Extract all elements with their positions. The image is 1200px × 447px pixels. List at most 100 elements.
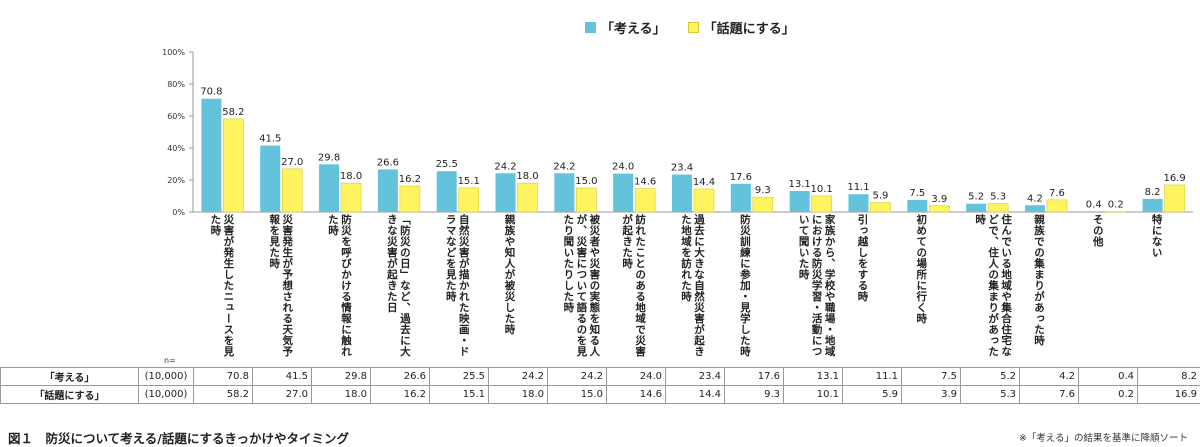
data-label-wadai: 15.0 — [575, 176, 597, 187]
data-label-wadai: 14.6 — [634, 177, 656, 188]
category-label: 親族や知人が被災した時 — [503, 214, 516, 364]
category-label: 被災者や災害の実態を知る人が、災害について語るのを見たり聞いたりした時 — [561, 214, 600, 364]
category-label: 自然災害が描かれた映画・ドラマなどを見た時 — [444, 214, 470, 364]
bar-kangaeru — [672, 175, 692, 212]
bar-wadai — [400, 186, 420, 212]
category-label: 住んでいる地域や集合住宅などで、住人の集まりがあった時 — [973, 214, 1012, 364]
bar-wadai — [1047, 200, 1067, 212]
legend-item-wadai: 「話題にする」 — [688, 18, 795, 37]
category-label: 防災を呼びかける情報に触れた時 — [326, 214, 352, 364]
data-label-wadai: 18.0 — [516, 171, 538, 182]
bar-kangaeru — [790, 191, 810, 212]
bar-kangaeru — [1025, 205, 1045, 212]
data-label-kangaeru: 5.2 — [968, 192, 984, 203]
bar-kangaeru — [260, 146, 280, 212]
bar-kangaeru — [1084, 211, 1104, 212]
bar-wadai — [870, 203, 890, 212]
bar-wadai — [988, 204, 1008, 212]
table-cell: 10.1 — [784, 386, 843, 404]
table-row-name: 「考える」 — [1, 368, 139, 386]
n-label: n= — [164, 356, 176, 365]
table-cell: 41.5 — [253, 368, 312, 386]
bar-kangaeru — [437, 171, 457, 212]
bar-kangaeru — [613, 174, 633, 212]
bar-kangaeru — [319, 164, 339, 212]
table-cell: 24.2 — [548, 368, 607, 386]
table-row-name: 「話題にする」 — [1, 386, 139, 404]
data-label-wadai: 14.4 — [693, 177, 715, 188]
figure-caption: 図１ 防災について考える/話題にするきっかけやタイミング — [8, 428, 349, 447]
category-label: 防災訓練に参加・見学した時 — [738, 214, 751, 364]
category-label: 訪れたことのある地域で災害が起きた時 — [620, 214, 646, 364]
data-label-kangaeru: 11.1 — [847, 182, 869, 193]
data-label-wadai: 18.0 — [340, 171, 362, 182]
table-cell: 26.6 — [371, 368, 430, 386]
data-label-wadai: 16.2 — [399, 174, 421, 185]
bar-kangaeru — [848, 194, 868, 212]
table-cell: 7.5 — [902, 368, 961, 386]
bar-wadai — [753, 197, 773, 212]
bar-kangaeru — [378, 169, 398, 212]
data-label-wadai: 5.9 — [873, 191, 889, 202]
table-cell: 17.6 — [725, 368, 784, 386]
data-label-wadai: 9.3 — [755, 185, 771, 196]
bar-wadai — [929, 206, 949, 212]
table-cell: 29.8 — [312, 368, 371, 386]
table-cell: 15.0 — [548, 386, 607, 404]
table-cell: 18.0 — [489, 386, 548, 404]
bar-wadai — [1165, 185, 1185, 212]
category-label: 初めての場所に行く時 — [914, 214, 927, 364]
bar-kangaeru — [201, 99, 221, 212]
category-label: 過去に大きな自然災害が起きた地域を訪れた時 — [679, 214, 705, 364]
data-label-wadai: 16.9 — [1163, 173, 1185, 184]
data-label-kangaeru: 23.4 — [671, 163, 693, 174]
legend-item-kangaeru: 「考える」 — [585, 18, 666, 37]
category-label: 「防災の日」など、過去に大きな災害が起きた日 — [385, 214, 411, 364]
table-cell: 14.6 — [607, 386, 666, 404]
bar-wadai — [341, 183, 361, 212]
table-cell: 5.3 — [961, 386, 1020, 404]
y-tick-label: 40% — [167, 144, 185, 153]
data-label-wadai: 3.9 — [931, 194, 947, 205]
table-cell: 14.4 — [666, 386, 725, 404]
table-cell: 7.6 — [1020, 386, 1079, 404]
data-label-kangaeru: 24.0 — [612, 162, 634, 173]
table-cell: 16.2 — [371, 386, 430, 404]
sort-note: ※「考える」の結果を基準に降順ソート — [1019, 430, 1188, 444]
table-cell: 3.9 — [902, 386, 961, 404]
data-label-wadai: 15.1 — [458, 176, 480, 187]
table-cell: 9.3 — [725, 386, 784, 404]
table-cell: 5.2 — [961, 368, 1020, 386]
bar-wadai — [812, 196, 832, 212]
data-label-kangaeru: 70.8 — [200, 87, 222, 98]
bar-wadai — [635, 189, 655, 212]
bar-wadai — [518, 183, 538, 212]
table-cell: 27.0 — [253, 386, 312, 404]
chart-legend: 「考える」 「話題にする」 — [585, 18, 795, 37]
table-cell: 24.0 — [607, 368, 666, 386]
category-label: 引っ越しをする時 — [855, 214, 868, 364]
table-cell: 13.1 — [784, 368, 843, 386]
data-label-wadai: 5.3 — [990, 192, 1006, 203]
table-cell: 58.2 — [194, 386, 253, 404]
table-cell: 8.2 — [1138, 368, 1200, 386]
category-label: その他 — [1091, 214, 1104, 364]
table-base: (10,000) — [139, 368, 194, 386]
legend-label-kangaeru: 「考える」 — [601, 18, 666, 37]
data-label-kangaeru: 26.6 — [377, 157, 399, 168]
bar-kangaeru — [496, 173, 516, 212]
data-label-kangaeru: 29.8 — [318, 152, 340, 163]
y-tick-label: 60% — [167, 112, 185, 121]
table-cell: 23.4 — [666, 368, 725, 386]
bar-wadai — [459, 188, 479, 212]
table-cell: 0.2 — [1079, 386, 1138, 404]
data-label-kangaeru: 41.5 — [259, 134, 281, 145]
category-label: 家族から、学校や職場・地域における防災学習・活動について聞いた時 — [797, 214, 836, 364]
data-label-kangaeru: 0.4 — [1086, 199, 1102, 210]
legend-swatch-kangaeru — [585, 22, 596, 33]
y-tick-label: 20% — [167, 176, 185, 185]
legend-swatch-wadai — [688, 22, 699, 33]
category-label: 災害発生が予想される天気予報を見た時 — [267, 214, 293, 364]
